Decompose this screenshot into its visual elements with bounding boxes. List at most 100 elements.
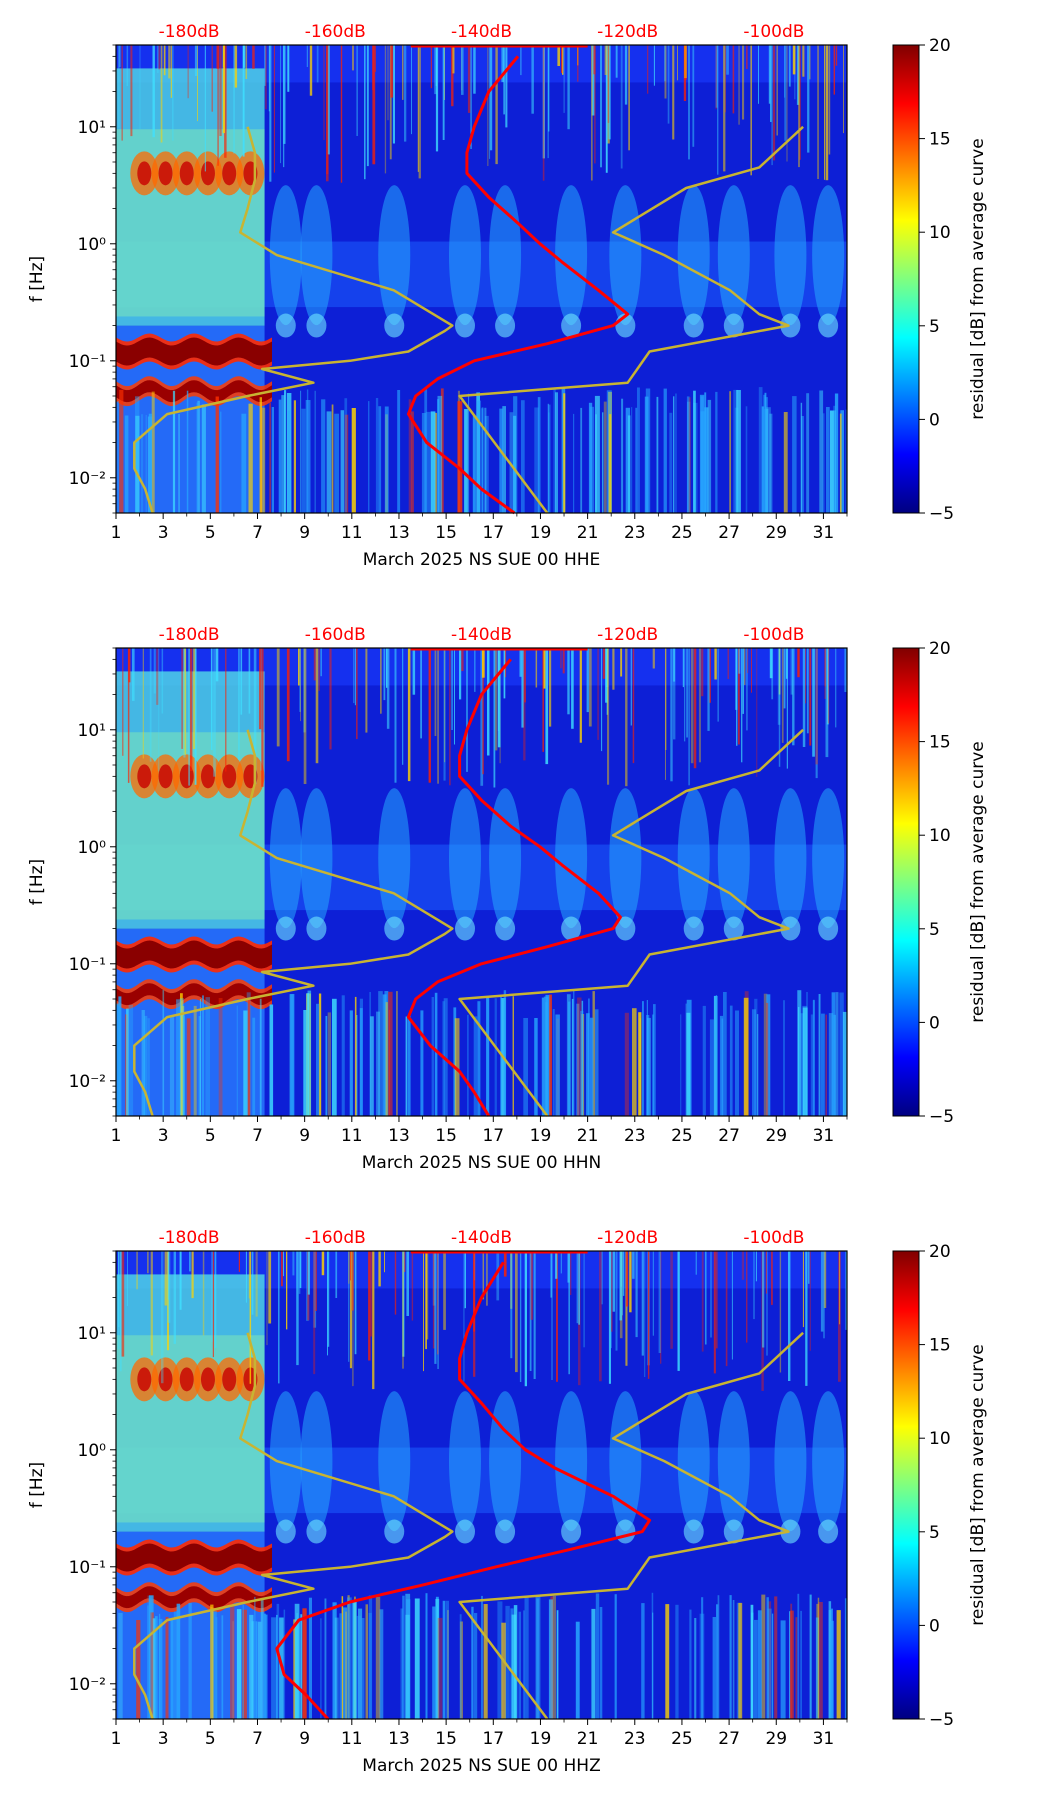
heatmap-plume [677, 788, 710, 929]
x-tick-label: 27 [718, 1126, 740, 1146]
heatmap-streak [839, 413, 842, 513]
heatmap-spike [758, 45, 759, 104]
heatmap-spike [501, 45, 504, 83]
heatmap-spike [607, 45, 610, 123]
heatmap-streak [320, 1618, 322, 1719]
heatmap-streak [836, 1610, 841, 1719]
heatmap-spike [473, 45, 476, 94]
heatmap-spike [824, 45, 825, 180]
heatmap-spike [521, 648, 524, 728]
heatmap-spike [641, 1251, 644, 1356]
heatmap-spike [594, 45, 596, 164]
heatmap-streak [236, 1005, 238, 1116]
heatmap-band [116, 1543, 272, 1572]
heatmap-streak [340, 410, 345, 513]
heatmap-spike [474, 648, 476, 692]
heatmap-spike [684, 648, 686, 742]
heatmap-plume [561, 1519, 582, 1544]
heatmap-spike [670, 648, 673, 782]
colorbar-tick-label: 15 [929, 1336, 951, 1356]
heatmap-streak [790, 1610, 794, 1719]
heatmap-spike [562, 648, 565, 674]
heatmap-spike [383, 648, 386, 701]
heatmap-streak [178, 414, 180, 513]
heatmap-spike [402, 1251, 404, 1369]
heatmap-plume [555, 1391, 588, 1532]
x-tick-label: 11 [341, 1126, 363, 1146]
heatmap-spike [179, 1251, 182, 1310]
heatmap-spike [543, 648, 546, 689]
x-tick-label: 5 [205, 1729, 216, 1749]
y-tick-label: 10⁰ [78, 1441, 107, 1461]
heatmap-spike [194, 648, 197, 785]
heatmap-streak [345, 1611, 347, 1719]
heatmap-streak [594, 1009, 599, 1116]
heatmap-streak [771, 1613, 774, 1719]
average-psd-curve [275, 1261, 652, 1721]
heatmap-spike [591, 45, 593, 181]
heatmap-streak [324, 1598, 327, 1719]
heatmap-streak [815, 1617, 819, 1719]
heatmap-streak [197, 400, 200, 513]
heatmap-spike [647, 45, 649, 94]
heatmap-plume [448, 185, 481, 326]
heatmap-streak [602, 412, 604, 513]
heatmap-plume [384, 313, 405, 338]
x-tick-label: 1 [111, 523, 122, 543]
heatmap-streak [627, 415, 631, 513]
x-tick-label: 17 [482, 1729, 504, 1749]
heatmap-streak [405, 1016, 408, 1116]
heatmap-streak [686, 396, 690, 513]
x-tick-label: 31 [813, 1729, 835, 1749]
heatmap-streak [754, 1619, 758, 1719]
heatmap-streak [407, 1015, 411, 1116]
heatmap-spike [187, 45, 189, 99]
heatmap-spike [695, 1251, 697, 1275]
heatmap-spike [426, 1251, 429, 1340]
heatmap-streak [795, 1617, 798, 1719]
heatmap-streak [541, 997, 545, 1116]
heatmap-spike [168, 45, 171, 79]
heatmap-spike [555, 1251, 558, 1279]
heatmap-spike [771, 1251, 773, 1305]
heatmap-streak [486, 997, 490, 1116]
heatmap-spike [119, 45, 121, 68]
heatmap-streak [218, 998, 223, 1116]
heatmap-spike [351, 1251, 354, 1311]
heatmap-spike [121, 1251, 125, 1357]
heatmap-spike [318, 648, 320, 691]
heatmap-streak [594, 395, 600, 513]
heatmap-plume [812, 1391, 845, 1532]
heatmap-streak [301, 408, 306, 513]
y-tick-label: 10¹ [78, 1324, 106, 1344]
x-tick-label: 19 [530, 1729, 552, 1749]
heatmap-spike [620, 648, 623, 677]
heatmap-spike [664, 45, 667, 99]
heatmap-blob [200, 1367, 215, 1392]
heatmap-streak [359, 998, 363, 1116]
heatmap-streak [150, 1612, 154, 1719]
heatmap-streak [248, 403, 253, 513]
heatmap-spike [707, 648, 710, 731]
noise-model-curve [133, 1332, 454, 1720]
heatmap-streak [281, 395, 285, 513]
heatmap-streak [588, 402, 593, 513]
heatmap-spike [542, 45, 545, 181]
heatmap-spike [417, 45, 419, 172]
heatmap-spike [560, 648, 562, 669]
heatmap-spike [550, 1251, 553, 1298]
heatmap-spike [835, 45, 838, 66]
heatmap-spike [576, 1251, 579, 1324]
x-tick-label: 17 [482, 1126, 504, 1146]
heatmap-plume [812, 788, 845, 929]
heatmap-spike [181, 648, 183, 749]
x-axis-label: March 2025 NS SUE 00 HHN [362, 1153, 602, 1173]
heatmap-spike [316, 45, 319, 83]
heatmap-streak [186, 390, 189, 513]
heatmap-blob [137, 161, 152, 186]
heatmap-spike [245, 1251, 247, 1303]
heatmap-spike [533, 1251, 536, 1379]
heatmap-streak [356, 1615, 361, 1719]
heatmap-plume [269, 185, 302, 326]
heatmap-spike [828, 45, 831, 155]
